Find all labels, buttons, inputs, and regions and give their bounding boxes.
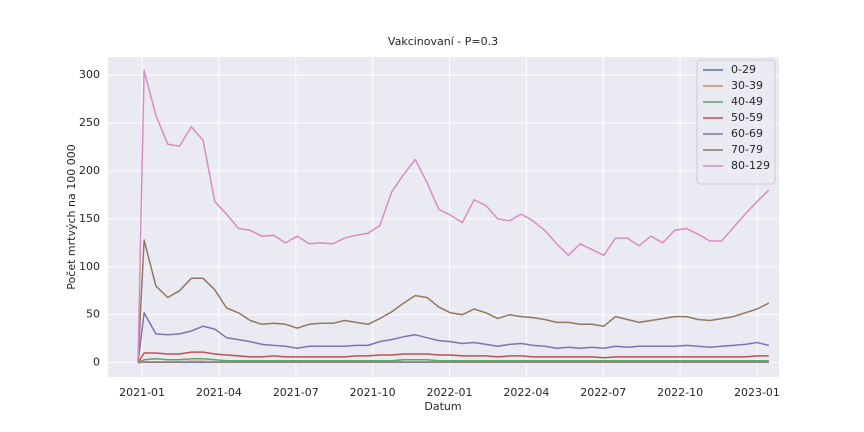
series-line (137, 312, 769, 363)
chart-title: Vakcinovaní - P=0.3 (388, 35, 498, 48)
legend-label: 30-39 (731, 79, 763, 92)
y-tick-label: 200 (79, 164, 100, 177)
x-tick-label: 2022-01 (427, 386, 473, 399)
y-tick-label: 300 (79, 68, 100, 81)
legend-box (696, 59, 776, 185)
series-line (137, 360, 769, 364)
y-tick-label: 100 (79, 260, 100, 273)
y-tick-label: 250 (79, 116, 100, 129)
series-line (137, 358, 769, 364)
legend-label: 40-49 (731, 95, 763, 108)
x-tick-label: 2021-07 (273, 386, 319, 399)
plot-area (108, 57, 779, 377)
x-axis-label: Datum (424, 400, 461, 413)
y-tick-label: 0 (93, 356, 100, 369)
x-tick-label: 2021-04 (196, 386, 242, 399)
legend-label: 80-129 (731, 159, 770, 172)
x-tick-label: 2021-01 (119, 386, 165, 399)
legend-label: 70-79 (731, 143, 763, 156)
x-tick-label: 2022-04 (503, 386, 549, 399)
y-tick-label: 150 (79, 212, 100, 225)
legend-label: 0-29 (731, 63, 756, 76)
x-tick-label: 2022-07 (580, 386, 626, 399)
series-line (137, 351, 769, 364)
x-tick-label: 2023-01 (734, 386, 780, 399)
legend-label: 50-59 (731, 111, 763, 124)
x-tick-label: 2022-10 (657, 386, 703, 399)
series-line (137, 69, 770, 363)
legend-label: 60-69 (731, 127, 763, 140)
x-tick-label: 2021-10 (350, 386, 396, 399)
y-tick-label: 50 (86, 308, 100, 321)
y-axis-label: Počet mrtvých na 100 000 (65, 144, 78, 289)
series-line (137, 239, 770, 363)
